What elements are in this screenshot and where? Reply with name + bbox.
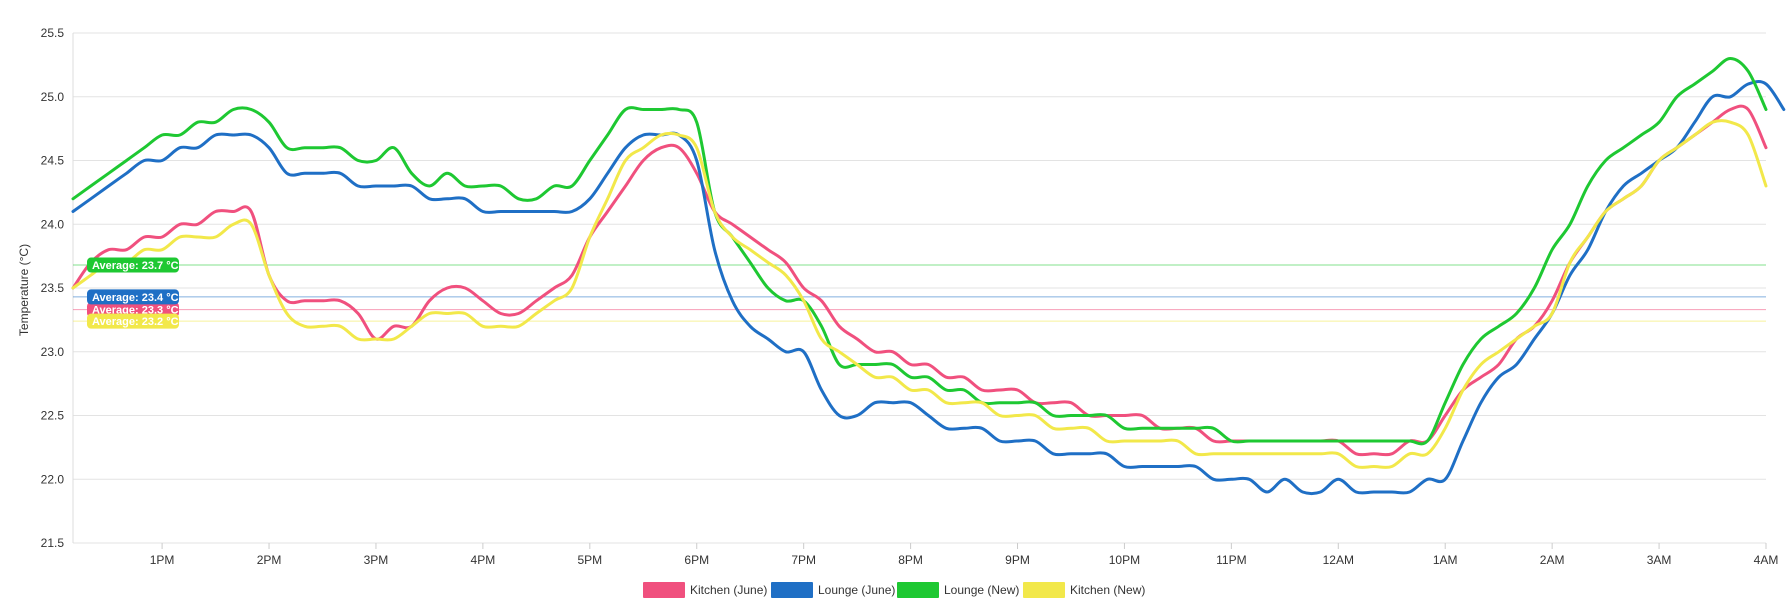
average-lines — [73, 264, 1766, 322]
y-axis-title: Temperature (°C) — [17, 244, 31, 336]
x-tick-label: 4PM — [471, 553, 496, 567]
y-tick-label: 24.0 — [41, 217, 65, 231]
x-tick-label: 1AM — [1433, 553, 1458, 567]
x-tick-label: 1PM — [150, 553, 175, 567]
series-line-1[interactable] — [71, 80, 1786, 496]
x-axis-ticks: 1PM 2PM 3PM 4PM 5PM 6PM 7PM 8PM 9PM 10PM 11PM 12AM 1… — [150, 543, 1779, 567]
legend-label: Kitchen (June) — [690, 583, 767, 597]
x-tick-label: 8PM — [898, 553, 923, 567]
y-tick-label: 22.0 — [41, 472, 65, 486]
legend-swatch — [771, 582, 813, 598]
average-badge-label: Average: 23.2 °C — [92, 316, 179, 328]
average-badge-bg — [87, 313, 179, 329]
average-badge-label: Average: 23.4 °C — [92, 292, 179, 304]
x-tick-label: 7PM — [791, 553, 816, 567]
legend-item-1[interactable]: Lounge (June) — [771, 582, 895, 598]
legend-label: Lounge (New) — [944, 583, 1019, 597]
x-tick-label: 3AM — [1647, 553, 1672, 567]
y-tick-label: 24.5 — [41, 154, 65, 168]
x-tick-label: 11PM — [1216, 553, 1246, 567]
series-line-3[interactable] — [71, 119, 1768, 469]
average-badge-3: Average: 23.2 °C — [87, 313, 179, 329]
y-tick-label: 25.5 — [41, 26, 65, 40]
x-tick-label: 4AM — [1754, 553, 1779, 567]
average-badge-2: Average: 23.7 °C — [87, 257, 179, 273]
series-line-0[interactable] — [71, 104, 1768, 457]
average-badge-1: Average: 23.4 °C — [87, 289, 179, 305]
legend-item-2[interactable]: Lounge (New) — [897, 582, 1019, 598]
x-tick-label: 12AM — [1323, 553, 1354, 567]
y-tick-label: 25.0 — [41, 90, 65, 104]
chart-series — [71, 57, 1786, 496]
x-tick-label: 10PM — [1109, 553, 1140, 567]
average-badge-bg — [87, 302, 179, 318]
legend-swatch — [897, 582, 939, 598]
x-tick-label: 6PM — [684, 553, 709, 567]
x-tick-label: 5PM — [577, 553, 602, 567]
x-tick-label: 2AM — [1540, 553, 1565, 567]
y-tick-label: 23.5 — [41, 281, 65, 295]
legend-label: Kitchen (New) — [1070, 583, 1145, 597]
x-tick-label: 9PM — [1005, 553, 1030, 567]
x-tick-label: 2PM — [257, 553, 282, 567]
series-line-2[interactable] — [71, 57, 1768, 446]
chart-legend[interactable]: Kitchen (June) Lounge (June) Lounge (New) K… — [643, 582, 1145, 598]
average-badge-bg — [87, 289, 179, 305]
average-badge-label: Average: 23.7 °C — [92, 260, 179, 272]
legend-item-3[interactable]: Kitchen (New) — [1023, 582, 1145, 598]
y-tick-label: 22.5 — [41, 409, 65, 423]
legend-item-0[interactable]: Kitchen (June) — [643, 582, 767, 598]
y-axis-ticks: 21.5 22.0 22.5 23.0 23.5 24.0 24.5 25.0 25.5 — [41, 26, 65, 550]
x-tick-label: 3PM — [364, 553, 389, 567]
legend-swatch — [1023, 582, 1065, 598]
average-badge-bg — [87, 257, 179, 273]
y-tick-label: 21.5 — [41, 536, 65, 550]
legend-swatch — [643, 582, 685, 598]
chart-grid — [72, 32, 1766, 544]
legend-label: Lounge (June) — [818, 583, 895, 597]
y-tick-label: 23.0 — [41, 345, 65, 359]
